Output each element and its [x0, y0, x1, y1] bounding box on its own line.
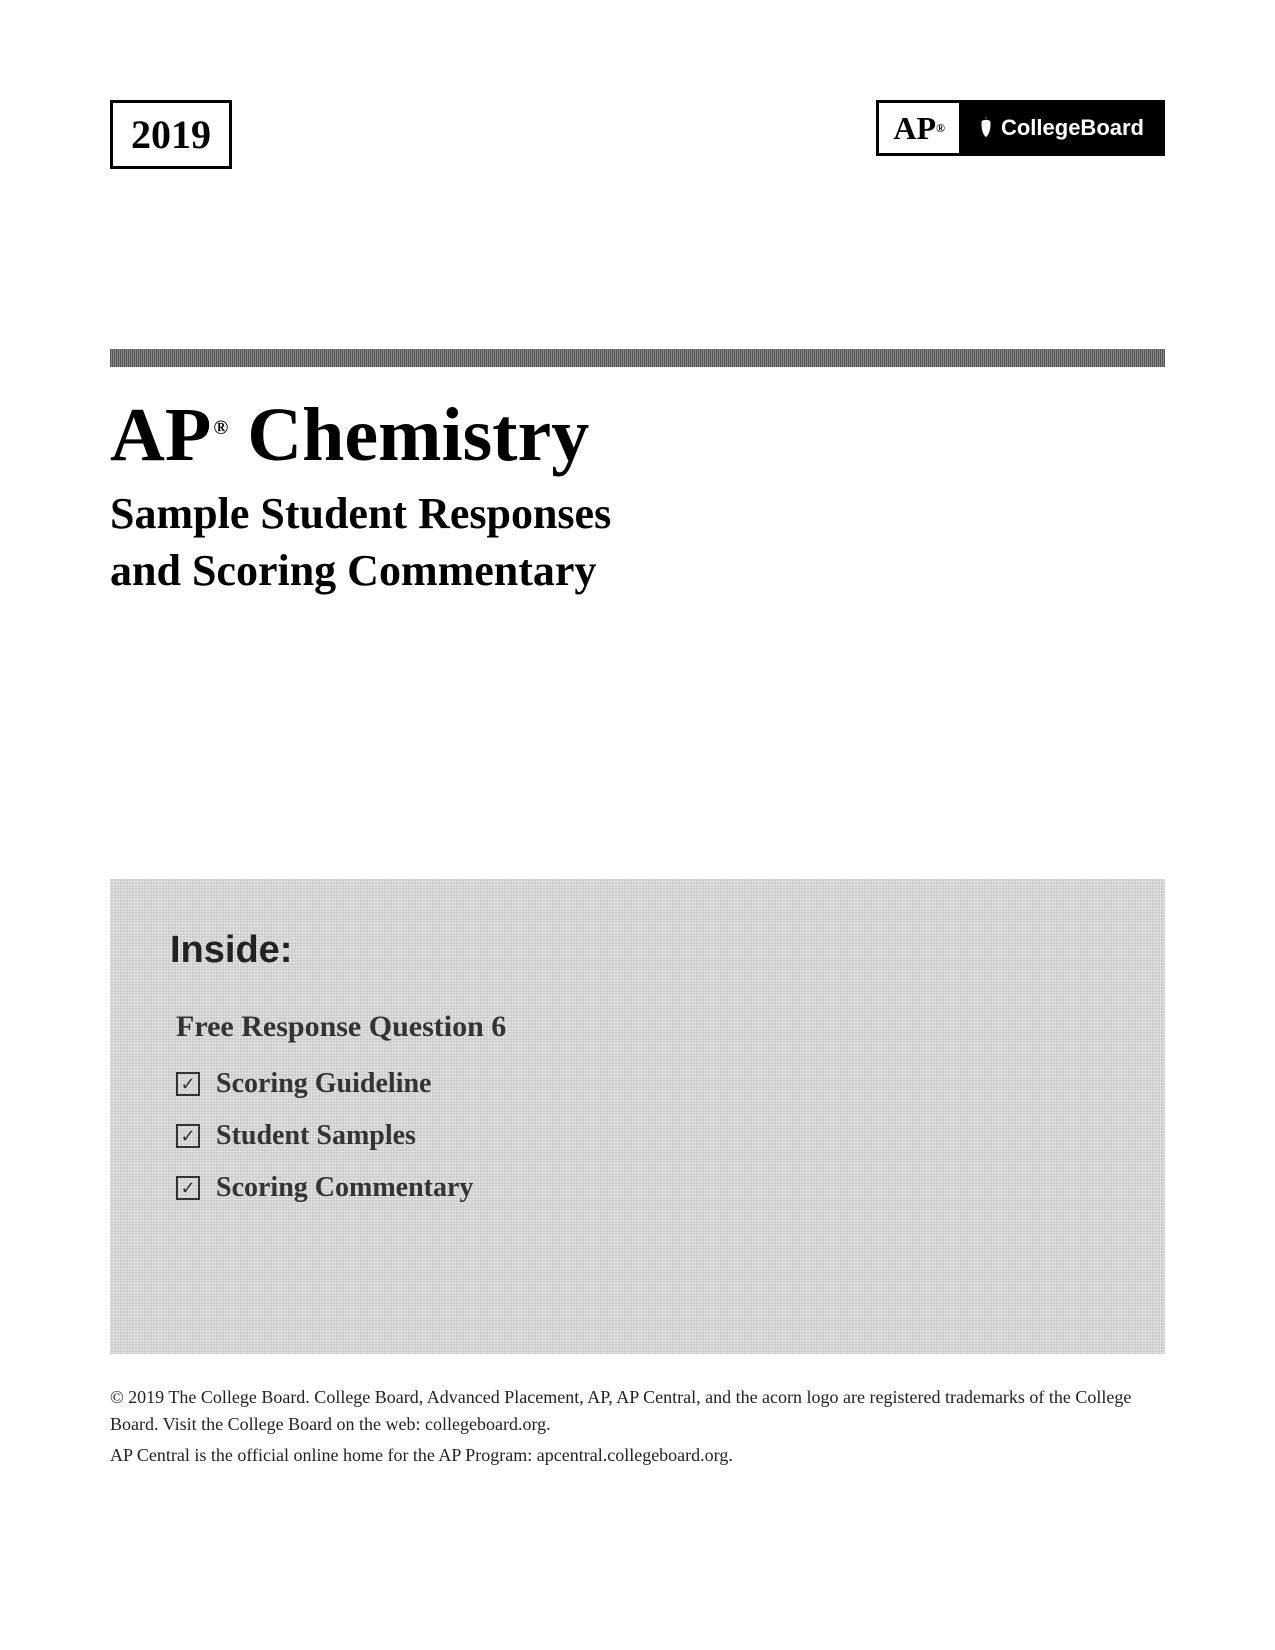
ap-logo-text: AP [893, 110, 936, 147]
checkbox-icon: ✓ [176, 1124, 200, 1148]
inside-item: ✓ Student Samples [176, 1120, 1105, 1152]
horizontal-divider [110, 349, 1165, 367]
acorn-icon [977, 117, 995, 139]
header-row: 2019 AP® CollegeBoard [110, 100, 1165, 169]
subtitle: Sample Student Responses and Scoring Com… [110, 485, 1165, 599]
footer-apcentral: AP Central is the official online home f… [110, 1442, 1165, 1469]
subtitle-line1: Sample Student Responses [110, 489, 611, 538]
footer: © 2019 The College Board. College Board,… [110, 1384, 1165, 1469]
title-prefix: AP [110, 393, 211, 477]
main-title: AP® Chemistry [110, 397, 1165, 473]
collegeboard-logo: AP® CollegeBoard [876, 100, 1165, 156]
title-subject: Chemistry [228, 393, 589, 477]
page-container: 2019 AP® CollegeBoard AP® Chemistry Samp… [0, 0, 1275, 1650]
year-badge: 2019 [110, 100, 232, 169]
ap-logo-mark: ® [936, 121, 945, 136]
title-block: AP® Chemistry Sample Student Responses a… [110, 397, 1165, 599]
subtitle-line2: and Scoring Commentary [110, 546, 596, 595]
inside-box: Inside: Free Response Question 6 ✓ Scori… [110, 879, 1165, 1354]
inside-item: ✓ Scoring Commentary [176, 1172, 1105, 1204]
collegeboard-segment: CollegeBoard [959, 103, 1162, 153]
inside-heading: Inside: [170, 929, 1105, 972]
inside-item-text: Scoring Commentary [216, 1172, 473, 1204]
checkbox-icon: ✓ [176, 1072, 200, 1096]
footer-copyright: © 2019 The College Board. College Board,… [110, 1384, 1165, 1438]
inside-subheading: Free Response Question 6 [176, 1010, 1105, 1044]
ap-logo-segment: AP® [879, 103, 959, 153]
checkbox-icon: ✓ [176, 1176, 200, 1200]
collegeboard-text: CollegeBoard [1001, 115, 1144, 141]
inside-item-text: Scoring Guideline [216, 1068, 431, 1100]
title-mark: ® [213, 417, 228, 439]
inside-item: ✓ Scoring Guideline [176, 1068, 1105, 1100]
inside-item-text: Student Samples [216, 1120, 416, 1152]
